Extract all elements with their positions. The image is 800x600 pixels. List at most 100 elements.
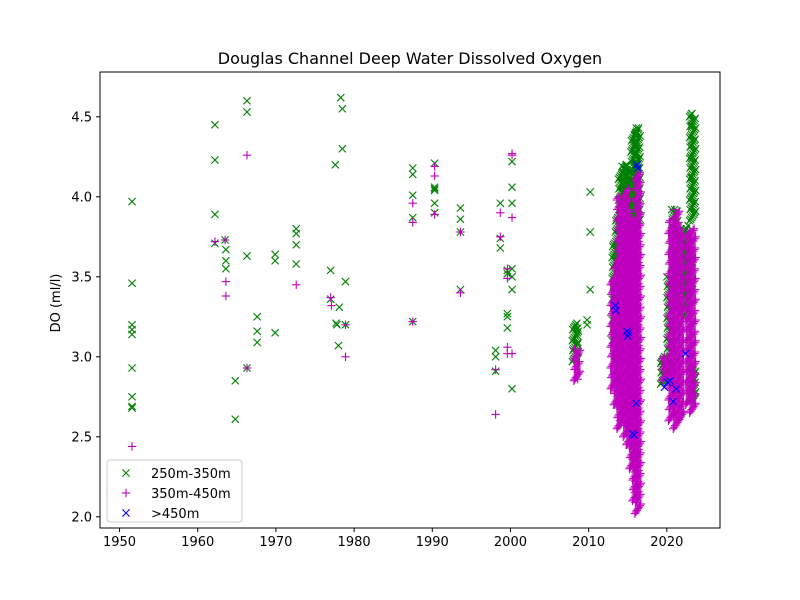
- data-point: [636, 240, 645, 249]
- data-point: [624, 208, 633, 217]
- data-point: [586, 228, 595, 236]
- data-point: [271, 250, 280, 259]
- data-point: [334, 341, 343, 350]
- data-point: [430, 186, 439, 195]
- data-point: [624, 328, 633, 337]
- data-point: [623, 210, 632, 219]
- data-point: [292, 229, 301, 238]
- data-point: [688, 226, 698, 235]
- data-point: [635, 439, 645, 448]
- data-point: [689, 370, 699, 379]
- data-point: [221, 291, 231, 301]
- data-point: [635, 325, 644, 334]
- data-point: [624, 184, 633, 193]
- y-axis: 2.0 2.5 3.0 3.5 4.0 4.5: [71, 110, 100, 525]
- data-point: [336, 93, 345, 102]
- data-point: [341, 352, 350, 361]
- plot-frame: [99, 71, 721, 529]
- data-point: [636, 199, 645, 208]
- data-point: [636, 303, 645, 312]
- data-point: [687, 116, 696, 124]
- data-point: [675, 207, 684, 216]
- data-point: [612, 306, 621, 315]
- data-point: [408, 218, 417, 227]
- y-tick-label: 2.0: [71, 510, 92, 525]
- data-point: [586, 188, 595, 196]
- data-point: [635, 304, 644, 313]
- data-point: [613, 194, 623, 203]
- data-point: [635, 200, 644, 209]
- data-point: [508, 384, 517, 393]
- data-point: [574, 359, 583, 368]
- data-point: [326, 293, 335, 302]
- data-point: [636, 282, 645, 291]
- data-point: [635, 210, 645, 219]
- data-point: [683, 221, 692, 230]
- data-point: [496, 232, 505, 241]
- data-point: [231, 415, 240, 424]
- data-point: [508, 264, 517, 273]
- data-point: [507, 349, 517, 358]
- data-point: [456, 227, 465, 237]
- data-point: [635, 143, 644, 152]
- data-point: [636, 229, 646, 238]
- data-point: [690, 243, 700, 253]
- data-point: [636, 333, 646, 342]
- data-point: [690, 275, 699, 285]
- data-point: [575, 357, 584, 366]
- data-point: [669, 205, 678, 214]
- data-point: [690, 255, 699, 264]
- data-point: [128, 392, 137, 401]
- data-point: [408, 164, 417, 172]
- data-point: [635, 346, 644, 355]
- data-point: [687, 192, 696, 201]
- data-point: [636, 458, 646, 467]
- data-point: [635, 251, 645, 261]
- data-point: [691, 197, 700, 206]
- data-point: [503, 324, 512, 332]
- data-point: [332, 319, 341, 328]
- data-point: [691, 399, 700, 408]
- data-point: [573, 375, 582, 384]
- data-point: [691, 378, 700, 387]
- data-point: [573, 332, 582, 340]
- data-point: [636, 187, 646, 197]
- data-point: [636, 344, 645, 353]
- data-point: [690, 389, 700, 398]
- data-point: [507, 213, 517, 222]
- data-point: [690, 400, 699, 409]
- y-tick-label: 2.5: [71, 430, 92, 445]
- y-axis-label: DO (ml/l): [49, 274, 64, 333]
- data-point: [691, 315, 700, 325]
- legend-marker: [121, 488, 131, 498]
- data-point: [689, 349, 699, 358]
- x-tick-label: 1950: [103, 535, 136, 550]
- data-point: [691, 207, 700, 216]
- data-point: [691, 232, 700, 241]
- data-point: [635, 491, 644, 501]
- data-point: [408, 213, 417, 222]
- data-point: [690, 338, 699, 347]
- data-point: [503, 274, 512, 283]
- data-point: [292, 280, 301, 289]
- data-point: [338, 104, 347, 113]
- data-point: [430, 162, 439, 171]
- data-point: [508, 285, 517, 294]
- data-point: [611, 301, 620, 310]
- data-point: [292, 260, 301, 268]
- y-tick-label: 4.5: [71, 110, 92, 125]
- data-point: [503, 309, 512, 318]
- data-point: [338, 144, 347, 153]
- data-point: [687, 136, 696, 145]
- data-point: [508, 183, 517, 192]
- data-point: [508, 272, 517, 281]
- data-point: [128, 279, 137, 288]
- data-point: [636, 152, 645, 161]
- data-point: [632, 399, 641, 408]
- data-point: [681, 349, 690, 358]
- data-point: [242, 108, 251, 116]
- data-point: [687, 250, 697, 259]
- data-point: [496, 208, 505, 217]
- data-point: [636, 312, 646, 321]
